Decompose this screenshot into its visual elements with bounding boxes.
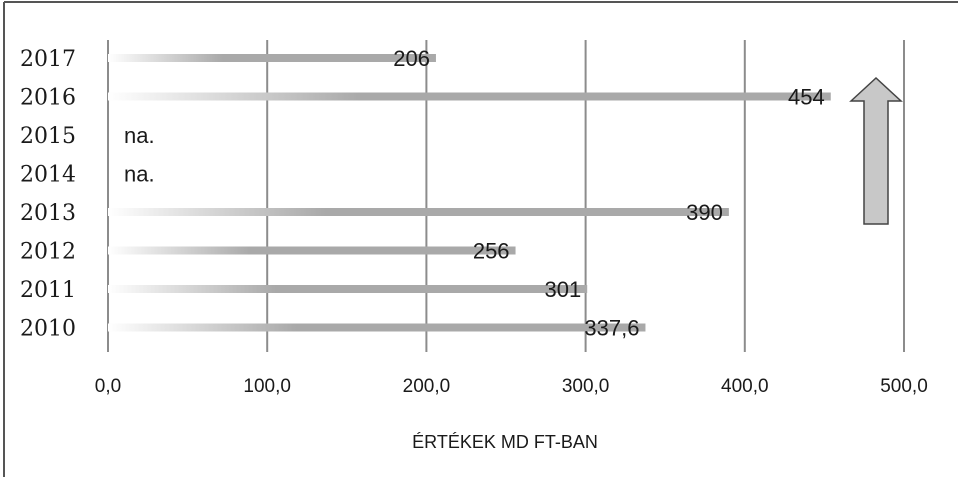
data-label: 337,6 — [584, 316, 639, 341]
x-axis-title: ÉRTÉKEK MD FT-BAN — [412, 432, 598, 452]
x-tick-label: 0,0 — [95, 376, 121, 397]
y-tick-label: 2011 — [20, 278, 76, 303]
x-tick-label: 400,0 — [721, 376, 769, 397]
data-label: na. — [124, 162, 155, 187]
bar — [108, 54, 436, 62]
data-label: 256 — [473, 239, 510, 264]
y-tick-label: 2017 — [20, 47, 76, 72]
y-tick-label: 2013 — [20, 201, 76, 226]
y-tick-label: 2010 — [20, 317, 76, 342]
bar — [108, 246, 516, 255]
y-tick-label: 2015 — [20, 124, 76, 149]
y-tick-label: 2012 — [20, 240, 76, 265]
x-tick-label: 100,0 — [243, 376, 291, 397]
bar — [108, 285, 588, 293]
data-label: 454 — [788, 85, 825, 110]
bar — [108, 92, 831, 101]
x-tick-label: 200,0 — [403, 376, 451, 397]
y-tick-label: 2016 — [20, 86, 76, 111]
x-tick-label: 500,0 — [880, 376, 928, 397]
data-label: 390 — [686, 200, 723, 225]
data-label: 301 — [544, 277, 581, 302]
up-arrow-icon — [849, 76, 903, 225]
bar — [108, 323, 646, 332]
y-tick-label: 2014 — [20, 163, 76, 188]
data-label: na. — [124, 123, 155, 148]
data-label: 206 — [393, 46, 430, 71]
bar — [108, 208, 729, 216]
x-tick-label: 300,0 — [562, 376, 610, 397]
